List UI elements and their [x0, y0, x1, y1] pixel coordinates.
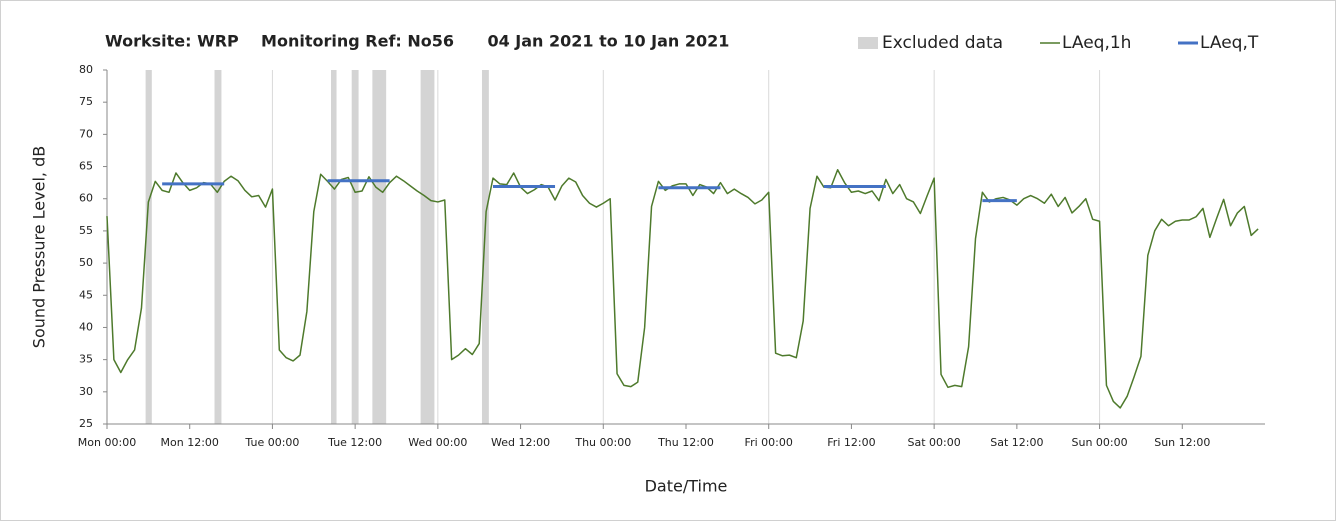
excluded-band [420, 70, 435, 424]
x-tick-label: Thu 00:00 [574, 436, 631, 449]
y-tick-label: 75 [79, 95, 93, 108]
x-tick-label: Thu 12:00 [657, 436, 714, 449]
y-tick-label: 60 [79, 192, 93, 205]
x-tick-label: Mon 00:00 [78, 436, 136, 449]
x-tick-label: Sun 00:00 [1072, 436, 1128, 449]
legend-swatch [858, 37, 878, 49]
x-tick-label: Tue 12:00 [327, 436, 382, 449]
legend-label: Excluded data [882, 33, 1003, 53]
x-tick-label: Sun 12:00 [1154, 436, 1210, 449]
x-tick-label: Mon 12:00 [161, 436, 219, 449]
y-axis-label: Sound Pressure Level, dB [30, 146, 49, 348]
y-tick-label: 40 [79, 320, 93, 333]
excluded-band [214, 70, 222, 424]
x-tick-label: Tue 00:00 [244, 436, 299, 449]
y-tick-label: 30 [79, 385, 93, 398]
x-tick-label: Wed 00:00 [408, 436, 467, 449]
x-tick-label: Wed 12:00 [491, 436, 550, 449]
y-tick-label: 80 [79, 63, 93, 76]
legend-label: LAeq,1h [1062, 33, 1131, 53]
y-tick-label: 25 [79, 417, 93, 430]
excluded-band [145, 70, 152, 424]
excluded-band [331, 70, 337, 424]
y-tick-label: 65 [79, 160, 93, 173]
x-tick-label: Sat 00:00 [908, 436, 961, 449]
y-tick-label: 45 [79, 288, 93, 301]
x-tick-label: Sat 12:00 [990, 436, 1043, 449]
excluded-band [351, 70, 359, 424]
excluded-band [372, 70, 387, 424]
y-tick-label: 55 [79, 224, 93, 237]
y-tick-label: 50 [79, 256, 93, 269]
legend-label: LAeq,T [1200, 33, 1259, 53]
excluded-band [481, 70, 489, 424]
data-line [106, 169, 1259, 409]
x-tick-label: Fri 12:00 [827, 436, 875, 449]
chart-title: Worksite: WRP Monitoring Ref: No56 04 Ja… [105, 32, 729, 51]
y-tick-label: 70 [79, 127, 93, 140]
y-tick-label: 35 [79, 353, 93, 366]
x-tick-label: Fri 00:00 [745, 436, 793, 449]
x-axis-label: Date/Time [645, 477, 728, 496]
